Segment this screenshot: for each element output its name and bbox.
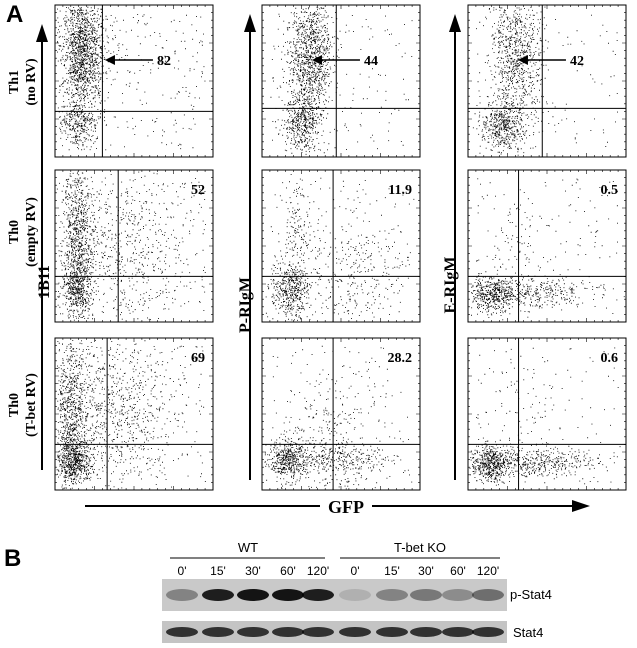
row-1-label-line2: (no RV) xyxy=(24,58,39,106)
column-3-yaxis-label: E-RIgM xyxy=(442,257,459,314)
lane-label: 15' xyxy=(210,564,226,578)
lane-label: 0' xyxy=(178,564,187,578)
column-2-yaxis: P-RIgM xyxy=(237,14,256,480)
lane-label: 60' xyxy=(450,564,466,578)
pstat4-band xyxy=(410,589,442,601)
flow-plot-r2-c2: 11.9 xyxy=(261,169,421,323)
pstat4-band xyxy=(339,589,371,601)
flow-dots xyxy=(469,347,621,486)
blot-label-stat4: Stat4 xyxy=(513,625,543,640)
western-blot: WT T-bet KO 0' 15' 30' 60' 120' 0' 15' 30' 60' 12… xyxy=(162,540,552,643)
lane-label: 60' xyxy=(280,564,296,578)
flow-plot-r3-c3: 0.6 xyxy=(467,337,627,491)
quadrant-value: 52 xyxy=(191,183,205,198)
stat4-band xyxy=(272,627,304,637)
quadrant-value: 0.5 xyxy=(601,183,619,198)
stat4-blot-strip xyxy=(162,621,507,643)
stat4-band xyxy=(339,627,371,637)
stat4-band xyxy=(166,627,198,637)
lane-label: 120' xyxy=(307,564,329,578)
column-3-yaxis: E-RIgM xyxy=(442,14,461,480)
group-wt-label: WT xyxy=(238,540,258,555)
blot-label-pstat4: p-Stat4 xyxy=(510,587,552,602)
flow-plot-r1-c1: 82 xyxy=(54,4,214,158)
flow-plot-r1-c3: 42 xyxy=(467,4,627,158)
row-labels: Th1 (no RV) Th0 (empty RV) Th0 (T-bet RV… xyxy=(7,58,39,437)
lane-label: 30' xyxy=(245,564,261,578)
flow-plot-r1-c2: 44 xyxy=(261,4,421,158)
pstat4-band xyxy=(166,589,198,601)
stat4-band xyxy=(237,627,269,637)
flow-plot-r2-c3: 0.5 xyxy=(467,169,627,323)
stat4-band xyxy=(410,627,442,637)
stat4-band xyxy=(472,627,504,637)
row-2-label-line2: (empty RV) xyxy=(24,197,39,267)
column-1-yaxis: 1B11 xyxy=(36,24,53,470)
flow-dots xyxy=(56,339,206,489)
pstat4-band xyxy=(272,589,304,601)
pstat4-band xyxy=(376,589,408,601)
quadrant-value: 0.6 xyxy=(601,351,619,366)
column-1-yaxis-label: 1B11 xyxy=(36,265,53,299)
quadrant-value: 11.9 xyxy=(388,183,412,198)
row-3-label-line1: Th0 xyxy=(7,393,22,417)
quadrant-value: 44 xyxy=(364,54,378,69)
stat4-band xyxy=(202,627,234,637)
quadrant-value: 69 xyxy=(191,351,205,366)
group-tbetko-label: T-bet KO xyxy=(394,540,446,555)
row-2-label-line1: Th0 xyxy=(7,220,22,244)
stat4-band xyxy=(442,627,474,637)
row-1-label-line1: Th1 xyxy=(7,70,22,94)
pstat4-band xyxy=(202,589,234,601)
lane-label: 15' xyxy=(384,564,400,578)
flow-plot-r3-c1: 69 xyxy=(54,337,214,491)
stat4-band xyxy=(376,627,408,637)
lane-labels: 0' 15' 30' 60' 120' 0' 15' 30' 60' 120' xyxy=(178,564,500,578)
panel-b-letter: B xyxy=(4,545,21,572)
flow-dots xyxy=(270,6,413,155)
flow-plot-r2-c1: 52 xyxy=(54,169,214,323)
quadrant-value: 42 xyxy=(570,54,584,69)
gfp-label: GFP xyxy=(328,497,364,517)
pstat4-band xyxy=(237,589,269,601)
lane-label: 30' xyxy=(418,564,434,578)
blot-bands xyxy=(166,589,504,637)
stat4-band xyxy=(302,627,334,637)
quadrant-value: 28.2 xyxy=(388,351,413,366)
quadrant-value: 82 xyxy=(157,54,171,69)
pstat4-band xyxy=(442,589,474,601)
lane-label: 0' xyxy=(351,564,360,578)
column-2-yaxis-label: P-RIgM xyxy=(237,277,254,333)
lane-label: 120' xyxy=(477,564,499,578)
flow-plot-r3-c2: 28.2 xyxy=(261,337,421,491)
flow-plot-grid: 82 44 42 52 11.9 0.5 69 28.2 0.6 xyxy=(54,4,627,491)
row-3-label-line2: (T-bet RV) xyxy=(24,373,39,437)
pstat4-band xyxy=(472,589,504,601)
pstat4-band xyxy=(302,589,334,601)
panel-a-letter: A xyxy=(6,1,23,28)
